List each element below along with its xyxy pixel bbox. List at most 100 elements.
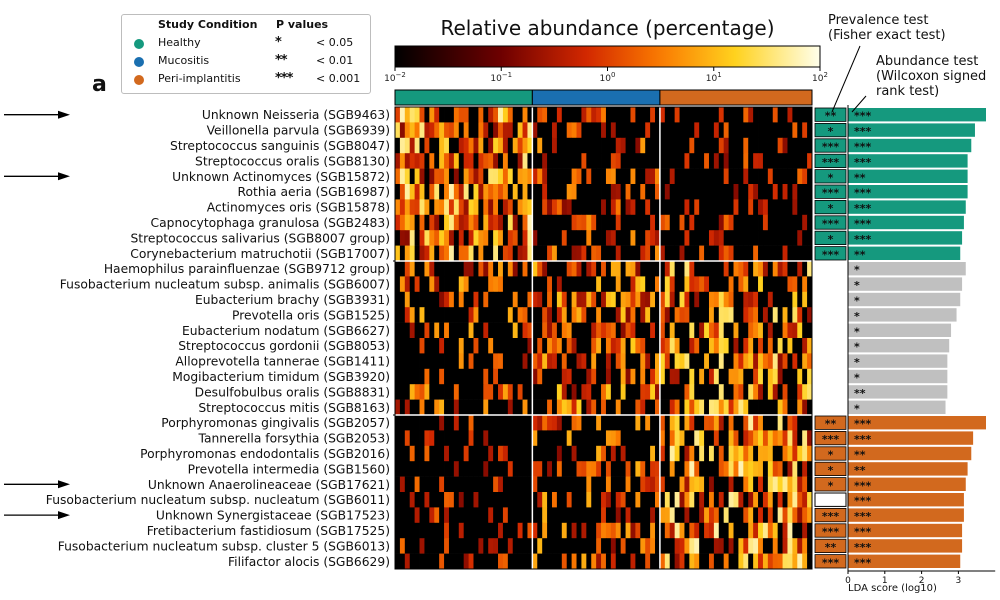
- heatmap-cell: [414, 368, 420, 385]
- heatmap-cell: [782, 245, 788, 262]
- heatmap-cell: [797, 261, 803, 277]
- heatmap-cell: [561, 445, 568, 462]
- heatmap-cell: [640, 291, 646, 308]
- heatmap-cell: [468, 137, 474, 154]
- heatmap-cell: [733, 384, 739, 400]
- abundance-stars: ***: [854, 233, 872, 246]
- heatmap-cell: [777, 322, 783, 339]
- heatmap-cell: [507, 107, 514, 123]
- heatmap-cell: [507, 307, 514, 323]
- heatmap-cell: [679, 307, 685, 323]
- heatmap-cell: [537, 322, 543, 339]
- heatmap-cell: [728, 107, 734, 123]
- heatmap-cell: [414, 461, 420, 477]
- heatmap-cell: [586, 168, 592, 185]
- heatmap-cell: [605, 507, 612, 524]
- heatmap-cell: [448, 153, 455, 169]
- heatmap-cell: [483, 353, 489, 370]
- row-label: Actinomyces oris (SGB15878): [207, 201, 390, 215]
- heatmap-cell: [463, 553, 469, 570]
- heatmap-cell: [679, 553, 685, 570]
- heatmap-cell: [517, 368, 523, 385]
- heatmap-cell: [605, 184, 612, 200]
- row-label: Filifactor alocis (SGB6629): [228, 555, 390, 569]
- heatmap-cell: [753, 245, 759, 262]
- heatmap-cell: [635, 553, 641, 570]
- heatmap-cell: [458, 415, 465, 431]
- heatmap-cell: [713, 507, 720, 524]
- heatmap-cell: [498, 507, 504, 524]
- heatmap-cell: [566, 122, 573, 139]
- heatmap-cell: [463, 245, 469, 262]
- heatmap-cell: [664, 245, 671, 262]
- heatmap-cell: [527, 384, 533, 400]
- heatmap-cell: [493, 538, 499, 554]
- heatmap-cell: [586, 430, 592, 447]
- heatmap-cell: [620, 261, 626, 277]
- heatmap-cell: [605, 291, 612, 308]
- heatmap-cell: [777, 261, 783, 277]
- heatmap-cell: [586, 291, 592, 308]
- heatmap-cell: [414, 107, 420, 123]
- heatmap-cell: [630, 153, 636, 169]
- heatmap-cell: [659, 492, 666, 508]
- heatmap-cell: [743, 415, 749, 431]
- heatmap-cell: [424, 338, 430, 354]
- heatmap-cell: [414, 415, 420, 431]
- heatmap-cell: [547, 122, 553, 139]
- heatmap-cell: [527, 214, 533, 231]
- heatmap-cell: [419, 353, 425, 370]
- heatmap-cell: [409, 199, 416, 216]
- heatmap-cell: [758, 230, 764, 246]
- heatmap-cell: [689, 476, 695, 493]
- heatmap-cell: [758, 476, 764, 493]
- heatmap-cell: [669, 538, 676, 554]
- heatmap-cell: [507, 291, 514, 308]
- heatmap-cell: [601, 461, 607, 477]
- heatmap-cell: [517, 399, 523, 416]
- heatmap-cell: [694, 245, 700, 262]
- lda-bar: [848, 308, 957, 322]
- heatmap-cell: [532, 399, 538, 416]
- heatmap-cell: [708, 399, 715, 416]
- heatmap-cell: [743, 399, 749, 416]
- heatmap-cell: [807, 107, 813, 123]
- heatmap-cell: [772, 307, 779, 323]
- heatmap-cell: [527, 368, 533, 385]
- heatmap-cell: [571, 322, 577, 339]
- row-label: Fretibacterium fastidiosum (SGB17525): [147, 524, 390, 538]
- heatmap-cell: [718, 261, 725, 277]
- heatmap-cell: [713, 538, 720, 554]
- heatmap-cell: [689, 245, 695, 262]
- heatmap-cell: [414, 153, 420, 169]
- heatmap-cell: [468, 538, 474, 554]
- heatmap-cell: [723, 276, 729, 293]
- heatmap-cell: [802, 415, 808, 431]
- heatmap-cell: [699, 245, 705, 262]
- heatmap-cell: [767, 476, 774, 493]
- heatmap-cell: [478, 199, 484, 216]
- arrow-head: [58, 172, 70, 181]
- heatmap-cell: [787, 399, 793, 416]
- heatmap-cell: [429, 276, 435, 293]
- heatmap-cell: [522, 445, 528, 462]
- heatmap-cell: [586, 538, 592, 554]
- heatmap-cell: [802, 153, 808, 169]
- heatmap-cell: [728, 445, 734, 462]
- heatmap-cell: [424, 353, 430, 370]
- heatmap-cell: [615, 368, 622, 385]
- prevalence-stars: *: [828, 464, 834, 477]
- heatmap-cell: [669, 214, 676, 231]
- row-label: Streptococcus mitis (SGB8163): [198, 401, 390, 415]
- heatmap-cell: [684, 522, 690, 539]
- heatmap-cell: [694, 522, 700, 539]
- heatmap-cell: [414, 384, 420, 400]
- heatmap-cell: [689, 461, 695, 477]
- heatmap-cell: [743, 430, 749, 447]
- heatmap-cell: [527, 230, 533, 246]
- heatmap-cell: [448, 322, 455, 339]
- heatmap-cell: [571, 430, 577, 447]
- heatmap-cell: [537, 261, 543, 277]
- abundance-stars: ***: [854, 433, 872, 446]
- heatmap-cell: [625, 368, 631, 385]
